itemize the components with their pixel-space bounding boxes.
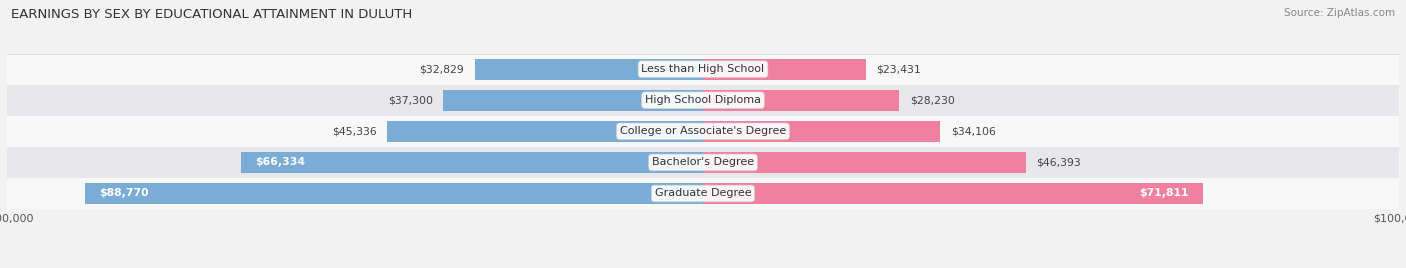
Bar (7, 116, 1399, 147)
Text: $71,811: $71,811 (1139, 188, 1189, 199)
Text: $66,334: $66,334 (256, 157, 305, 168)
Text: High School Diploma: High School Diploma (645, 95, 761, 105)
Bar (7, 85, 1399, 116)
Bar (703, 152, 1026, 173)
Text: $23,431: $23,431 (876, 64, 921, 74)
Bar (7, 54, 1399, 85)
Bar (7, 178, 1399, 209)
Text: $32,829: $32,829 (419, 64, 464, 74)
Text: $28,230: $28,230 (910, 95, 955, 105)
Bar (242, 152, 703, 173)
Text: College or Associate's Degree: College or Associate's Degree (620, 126, 786, 136)
Bar (703, 90, 900, 111)
Bar (703, 121, 941, 142)
Text: $37,300: $37,300 (388, 95, 433, 105)
Bar (388, 121, 703, 142)
Text: Source: ZipAtlas.com: Source: ZipAtlas.com (1284, 8, 1395, 18)
Text: Graduate Degree: Graduate Degree (655, 188, 751, 199)
Text: Bachelor's Degree: Bachelor's Degree (652, 157, 754, 168)
Bar (7, 147, 1399, 178)
Bar (86, 183, 703, 204)
Bar (443, 90, 703, 111)
Text: Less than High School: Less than High School (641, 64, 765, 74)
Bar (703, 59, 866, 80)
Text: $45,336: $45,336 (332, 126, 377, 136)
Text: $88,770: $88,770 (98, 188, 149, 199)
Text: $46,393: $46,393 (1036, 157, 1081, 168)
Text: $34,106: $34,106 (950, 126, 995, 136)
Text: EARNINGS BY SEX BY EDUCATIONAL ATTAINMENT IN DULUTH: EARNINGS BY SEX BY EDUCATIONAL ATTAINMEN… (11, 8, 412, 21)
Bar (703, 183, 1202, 204)
Bar (474, 59, 703, 80)
